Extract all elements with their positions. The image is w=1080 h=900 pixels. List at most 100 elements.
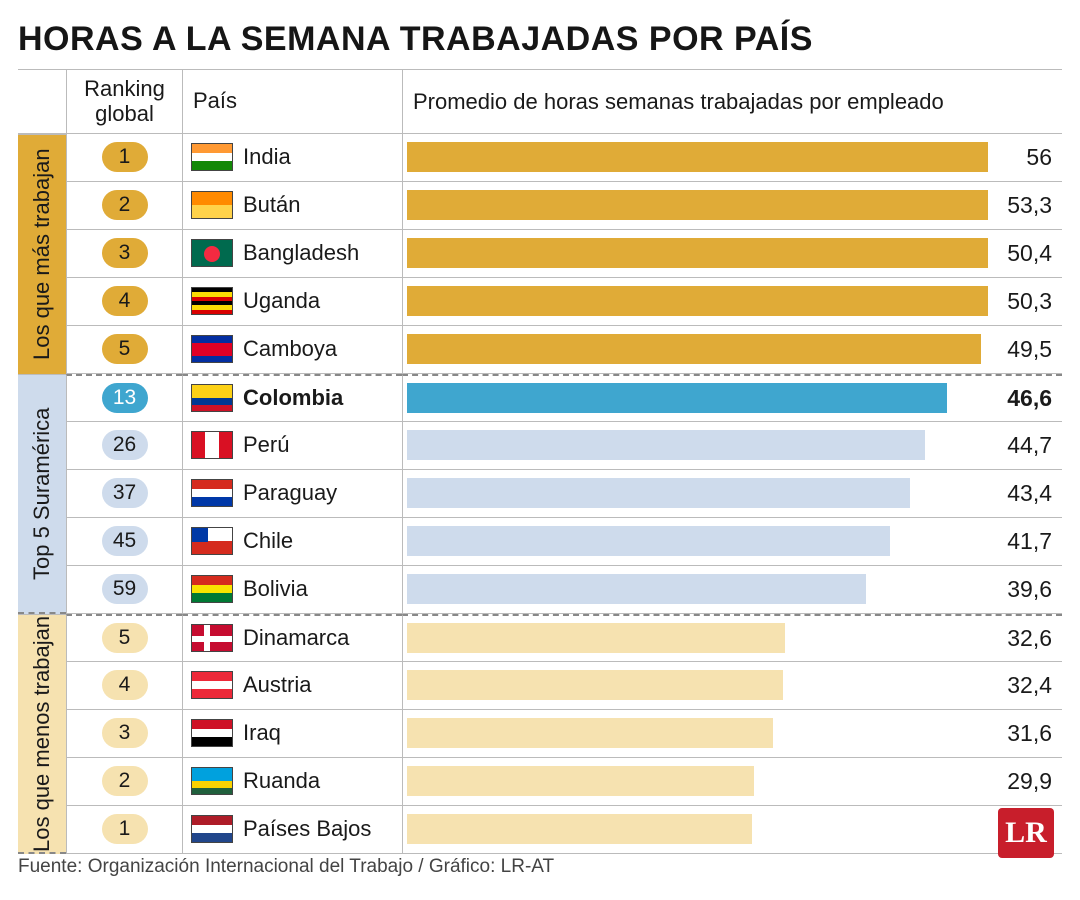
rank-pill: 3: [102, 238, 148, 268]
hours-bar: [407, 383, 947, 413]
hours-bar: [407, 623, 785, 653]
bar-cell: 32,4: [402, 662, 1062, 710]
country-cell: Países Bajos: [182, 806, 402, 854]
rank-cell: 3: [66, 710, 182, 758]
hours-value: 49,5: [1007, 336, 1052, 363]
publisher-logo: LR: [998, 808, 1054, 858]
country-cell: Colombia: [182, 374, 402, 422]
country-name: Iraq: [243, 720, 281, 746]
hours-bar: [407, 670, 783, 700]
rank-pill: 26: [102, 430, 148, 460]
hours-bar: [407, 574, 866, 604]
country-cell: India: [182, 134, 402, 182]
bar-cell: 41,7: [402, 518, 1062, 566]
col-header-rank: Ranking global: [66, 70, 182, 134]
rank-pill: 59: [102, 574, 148, 604]
flag-icon: [191, 191, 233, 219]
hours-value: 56: [1026, 144, 1052, 171]
bar-cell: 43,4: [402, 470, 1062, 518]
rank-cell: 26: [66, 422, 182, 470]
hours-bar: [407, 478, 910, 508]
country-cell: Bangladesh: [182, 230, 402, 278]
source-credit: Fuente: Organización Internacional del T…: [18, 856, 554, 878]
rank-pill: 5: [102, 334, 148, 364]
hours-value: 50,4: [1007, 240, 1052, 267]
bar-cell: 31,6: [402, 710, 1062, 758]
country-name: India: [243, 144, 291, 170]
col-header-country: País: [182, 70, 402, 134]
bar-cell: 53,3: [402, 182, 1062, 230]
country-name: Países Bajos: [243, 816, 371, 842]
rank-pill: 4: [102, 286, 148, 316]
hours-value: 53,3: [1007, 192, 1052, 219]
rank-cell: 2: [66, 758, 182, 806]
hours-bar: [407, 766, 754, 796]
rank-cell: 4: [66, 278, 182, 326]
header-spacer: [18, 70, 66, 134]
rank-pill: 37: [102, 478, 148, 508]
rank-pill: 5: [102, 623, 148, 653]
flag-icon: [191, 575, 233, 603]
rank-cell: 2: [66, 182, 182, 230]
rank-cell: 59: [66, 566, 182, 614]
country-name: Dinamarca: [243, 625, 349, 651]
hours-bar: [407, 286, 988, 316]
rank-cell: 45: [66, 518, 182, 566]
hours-bar: [407, 238, 988, 268]
country-cell: Ruanda: [182, 758, 402, 806]
section-label: Los que más trabajan: [18, 134, 66, 374]
col-header-hours: Promedio de horas semanas trabajadas por…: [402, 70, 1062, 134]
hours-bar: [407, 430, 925, 460]
country-cell: Dinamarca: [182, 614, 402, 662]
hours-value: 32,4: [1007, 672, 1052, 699]
flag-icon: [191, 624, 233, 652]
bar-cell: 50,3: [402, 278, 1062, 326]
hours-bar: [407, 718, 773, 748]
flag-icon: [191, 767, 233, 795]
flag-icon: [191, 431, 233, 459]
country-cell: Camboya: [182, 326, 402, 374]
country-cell: Iraq: [182, 710, 402, 758]
section-label: Los que menos trabajan: [18, 614, 66, 854]
country-name: Camboya: [243, 336, 337, 362]
country-cell: Uganda: [182, 278, 402, 326]
country-name: Ruanda: [243, 768, 320, 794]
country-name: Colombia: [243, 385, 343, 411]
country-cell: Perú: [182, 422, 402, 470]
flag-icon: [191, 287, 233, 315]
flag-icon: [191, 479, 233, 507]
country-name: Bután: [243, 192, 301, 218]
hours-value: 39,6: [1007, 576, 1052, 603]
bar-cell: 29,9: [402, 758, 1062, 806]
country-cell: Paraguay: [182, 470, 402, 518]
hours-bar: [407, 526, 890, 556]
rank-cell: 5: [66, 326, 182, 374]
rank-cell: 13: [66, 374, 182, 422]
country-cell: Bolivia: [182, 566, 402, 614]
country-cell: Austria: [182, 662, 402, 710]
chart-title: HORAS A LA SEMANA TRABAJADAS POR PAÍS: [18, 20, 1062, 59]
country-name: Paraguay: [243, 480, 337, 506]
flag-icon: [191, 671, 233, 699]
rank-cell: 37: [66, 470, 182, 518]
hours-value: 31,6: [1007, 720, 1052, 747]
hours-bar: [407, 190, 988, 220]
bar-cell: 29,8: [402, 806, 1062, 854]
country-name: Bolivia: [243, 576, 308, 602]
hours-bar: [407, 814, 752, 844]
flag-icon: [191, 239, 233, 267]
country-name: Austria: [243, 672, 311, 698]
rank-pill: 2: [102, 766, 148, 796]
flag-icon: [191, 527, 233, 555]
rank-pill: 1: [102, 142, 148, 172]
flag-icon: [191, 384, 233, 412]
hours-bar: [407, 334, 981, 364]
country-name: Chile: [243, 528, 293, 554]
hours-value: 43,4: [1007, 480, 1052, 507]
bar-cell: 46,6: [402, 374, 1062, 422]
country-cell: Chile: [182, 518, 402, 566]
hours-value: 44,7: [1007, 432, 1052, 459]
country-cell: Bután: [182, 182, 402, 230]
rank-pill: 4: [102, 670, 148, 700]
rank-cell: 1: [66, 134, 182, 182]
